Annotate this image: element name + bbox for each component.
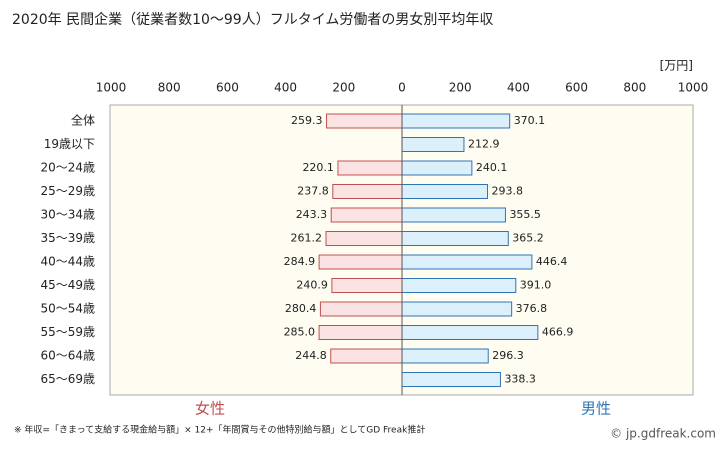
value-label: 296.3 (492, 349, 523, 362)
value-label: 446.4 (536, 255, 568, 268)
x-tick-label: 0 (398, 81, 406, 95)
x-tick-label: 600 (565, 81, 588, 95)
x-tick-label: 200 (332, 81, 355, 95)
value-label: 370.1 (514, 114, 546, 127)
y-tick-label: 65～69歳 (40, 372, 95, 386)
footnote: ※ 年収=「きまって支給する現金給与額」× 12+「年間賞与その他特別給与額」と… (14, 424, 425, 436)
y-tick-label: 55～59歳 (40, 325, 95, 339)
bar (325, 231, 403, 246)
value-label: 259.3 (291, 114, 323, 127)
x-tick-label: 1000 (678, 81, 709, 95)
y-tick-label: 25～29歳 (40, 184, 95, 198)
value-label: 261.2 (290, 232, 322, 245)
credit: © jp.gdfreak.com (610, 427, 716, 441)
bar (401, 231, 509, 246)
value-label: 365.2 (512, 232, 544, 245)
value-label: 391.0 (520, 279, 552, 292)
value-label: 244.8 (295, 349, 327, 362)
value-label: 220.1 (302, 161, 334, 174)
y-tick-label: 45～49歳 (40, 278, 95, 292)
bar (401, 325, 539, 340)
y-tick-label: 50～54歳 (40, 302, 95, 316)
x-tick-label: 400 (274, 81, 297, 95)
bar (401, 160, 473, 176)
bar (401, 254, 533, 270)
value-label: 466.9 (542, 326, 574, 339)
x-tick-label: 800 (623, 81, 646, 95)
chart-title: 2020年 民間企業（従業者数10～99人）フルタイム労働者の男女別平均年収 (12, 11, 493, 28)
y-tick-label: 30～34歳 (40, 208, 95, 222)
value-label: 284.9 (284, 255, 316, 268)
bar (330, 348, 403, 364)
y-tick-label: 40～44歳 (40, 255, 95, 269)
value-label: 240.9 (296, 279, 328, 292)
bar (401, 113, 511, 129)
unit-label: [万円] (660, 59, 693, 73)
x-tick-label: 1000 (96, 81, 127, 95)
bar (401, 207, 506, 223)
value-label: 285.0 (284, 326, 316, 339)
value-label: 355.5 (509, 208, 541, 221)
y-tick-label: 19歳以下 (44, 137, 95, 151)
x-tick-label: 600 (216, 81, 239, 95)
y-tick-label: 60～64歳 (40, 349, 95, 363)
bar (337, 160, 403, 176)
bar (318, 325, 403, 340)
x-tick-label: 800 (158, 81, 181, 95)
bar (401, 372, 501, 387)
bar (318, 254, 403, 270)
y-tick-label: 全体 (71, 113, 95, 128)
value-label: 243.3 (296, 208, 328, 221)
bar (401, 301, 513, 317)
bar (401, 137, 465, 152)
value-label: 240.1 (476, 161, 508, 174)
x-tick-label: 400 (507, 81, 530, 95)
bar (330, 207, 403, 223)
value-label: 237.8 (297, 185, 329, 198)
bar (401, 348, 489, 364)
value-label: 376.8 (516, 302, 548, 315)
value-label: 338.3 (504, 373, 536, 386)
legend-label: 男性 (581, 400, 611, 418)
bar (332, 184, 403, 199)
y-tick-label: 35～39歳 (40, 231, 95, 245)
legend-label: 女性 (195, 400, 225, 418)
bar (401, 184, 488, 199)
bar (319, 301, 403, 317)
bar (401, 278, 517, 293)
x-tick-label: 200 (449, 81, 472, 95)
value-label: 280.4 (285, 302, 317, 315)
bar (331, 278, 403, 293)
value-label: 212.9 (468, 138, 500, 151)
value-label: 293.8 (491, 185, 523, 198)
y-tick-label: 20～24歳 (40, 161, 95, 175)
bar (326, 113, 403, 129)
